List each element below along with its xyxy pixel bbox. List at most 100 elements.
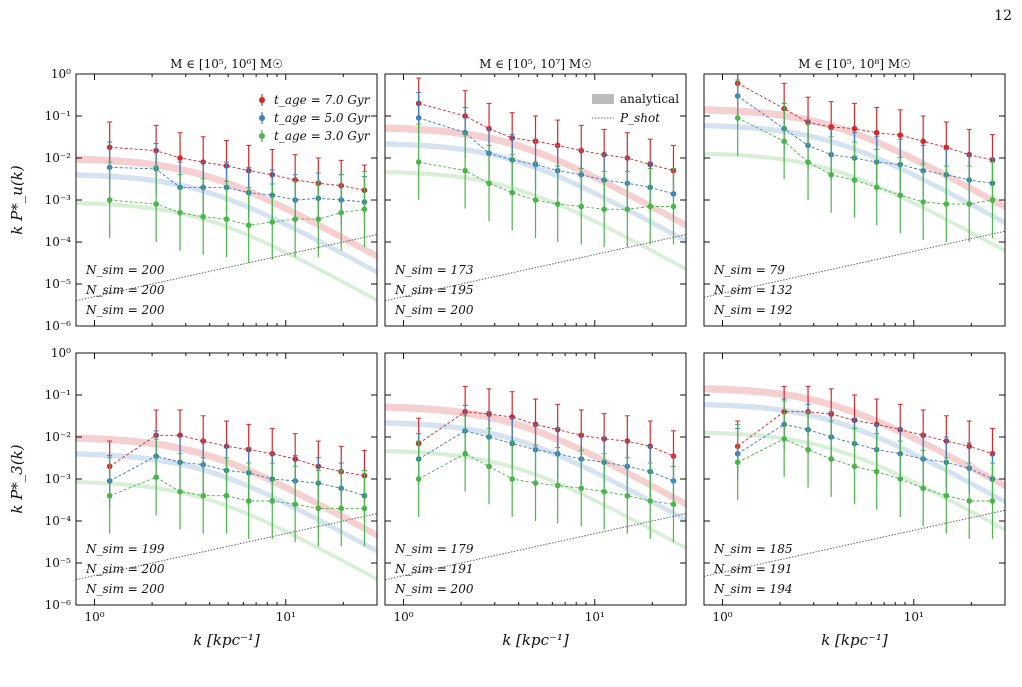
data-point-green: [920, 485, 926, 492]
data-point-green: [943, 492, 950, 499]
plot-area: [704, 385, 1005, 577]
data-point-green: [315, 216, 322, 222]
legend-shot-label: P_shot: [619, 111, 660, 125]
data-point-red: [920, 138, 926, 145]
y-tick-label: 10⁰: [51, 67, 71, 81]
data-point-green: [200, 492, 206, 499]
nsim-label-red: N_sim = 173: [394, 263, 474, 277]
data-point-red: [897, 132, 904, 138]
data-point-green: [897, 192, 904, 199]
panel: 10⁰ 10¹ N_sim = 179 N_sim = 191 N_sim = 200: [384, 352, 687, 624]
nsim-label-red: N_sim = 179: [394, 542, 474, 556]
data-point-green: [223, 492, 230, 499]
series-line-blue: [418, 430, 674, 482]
data-point-green: [338, 209, 345, 216]
data-point-green: [670, 203, 677, 210]
column-title: M ∈ [10⁵, 10⁷] M☉: [479, 57, 592, 71]
data-point-green: [245, 498, 252, 504]
data-point-green: [462, 167, 468, 174]
data-point-green: [805, 159, 811, 165]
legend-analytical-swatch: [592, 94, 614, 104]
nsim-label-green: N_sim = 200: [394, 303, 474, 317]
shot-noise-line: [704, 509, 1005, 577]
panel: 10⁻⁶ 10⁻⁵ 10⁻⁴ 10⁻³ 10⁻² 10⁻¹ 10⁰ 10⁰ 10¹ N_sim =…: [45, 346, 378, 624]
y-axis-label: k P*_u(k): [8, 165, 26, 235]
legend-marker: [259, 97, 265, 103]
panel: 10⁰ 10¹ N_sim = 185 N_sim = 191 N_sim = 194: [703, 352, 1006, 624]
nsim-label-red: N_sim = 199: [85, 542, 165, 556]
series-line-red: [737, 82, 993, 161]
legend-label: t_age = 7.0 Gyr: [274, 93, 371, 107]
data-point-green: [200, 213, 206, 220]
panel: N_sim = 79 N_sim = 132 N_sim = 192: [703, 73, 1006, 327]
data-point-green: [989, 498, 996, 504]
nsim-label-green: N_sim = 200: [85, 303, 165, 317]
data-point-green: [624, 206, 631, 213]
data-point-green: [828, 456, 834, 462]
data-point-green: [805, 446, 811, 453]
data-point-green: [153, 474, 159, 481]
data-point-red: [177, 155, 183, 161]
data-point-green: [415, 476, 422, 482]
y-tick-label: 10⁻⁴: [45, 235, 72, 249]
data-point-green: [292, 216, 298, 222]
data-point-green: [578, 485, 585, 492]
series-line-green: [737, 438, 993, 502]
data-point-green: [966, 498, 973, 504]
data-point-green: [781, 436, 787, 442]
data-point-green: [554, 482, 561, 489]
nsim-label-blue: N_sim = 200: [85, 283, 165, 297]
data-point-green: [578, 203, 585, 210]
data-point-green: [989, 197, 996, 203]
page-number: 12: [994, 8, 1012, 24]
panel: 10⁻⁶ 10⁻⁵ 10⁻⁴ 10⁻³ 10⁻² 10⁻¹ 10⁰ N_sim = 200 N_…: [45, 67, 378, 333]
x-tick-label: 10¹: [585, 610, 605, 624]
y-tick-label: 10⁻³: [45, 193, 72, 207]
x-axis-label: k [kpc⁻¹]: [502, 631, 569, 649]
y-tick-label: 10⁻¹: [45, 388, 71, 402]
legend-marker: [259, 115, 265, 121]
x-tick-label: 10⁰: [393, 610, 413, 624]
nsim-label-blue: N_sim = 195: [394, 283, 473, 297]
data-point-green: [361, 505, 368, 512]
y-tick-label: 10⁻²: [45, 430, 72, 444]
x-axis-label: k [kpc⁻¹]: [193, 631, 260, 649]
data-point-green: [509, 476, 515, 482]
nsim-label-blue: N_sim = 200: [85, 562, 165, 576]
data-point-green: [873, 184, 880, 191]
data-point-green: [624, 492, 631, 499]
data-point-green: [873, 468, 880, 475]
nsim-label-red: N_sim = 200: [85, 263, 165, 277]
data-point-green: [532, 480, 539, 486]
x-tick-label: 10⁰: [84, 610, 104, 624]
data-point-green: [338, 505, 345, 512]
data-point-green: [851, 463, 858, 470]
data-point-red: [851, 125, 858, 132]
data-point-green: [670, 501, 677, 508]
data-point-green: [462, 450, 468, 457]
plot-area: [76, 121, 377, 303]
data-point-green: [486, 463, 492, 470]
plot-area: [76, 409, 377, 582]
data-point-green: [647, 203, 654, 210]
data-point-green: [415, 159, 422, 165]
legend-analytical-label: analytical: [620, 92, 679, 106]
data-point-green: [106, 197, 113, 203]
series-line-red: [109, 434, 365, 477]
plot-area: [385, 77, 686, 302]
data-point-green: [920, 199, 926, 205]
data-point-blue: [415, 115, 422, 121]
data-point-green: [601, 488, 607, 495]
nsim-label-green: N_sim = 200: [85, 582, 165, 596]
nsim-label-green: N_sim = 192: [713, 303, 792, 317]
data-point-green: [223, 216, 230, 222]
y-tick-label: 10⁻²: [45, 151, 72, 165]
nsim-label-blue: N_sim = 132: [713, 283, 792, 297]
data-point-green: [486, 180, 492, 187]
column-title: M ∈ [10⁵, 10⁶] M☉: [170, 57, 283, 71]
data-point-red: [943, 144, 950, 151]
legend-label: t_age = 5.0 Gyr: [274, 111, 371, 125]
legend-label: t_age = 3.0 Gyr: [274, 129, 371, 143]
x-tick-label: 10¹: [904, 610, 924, 624]
